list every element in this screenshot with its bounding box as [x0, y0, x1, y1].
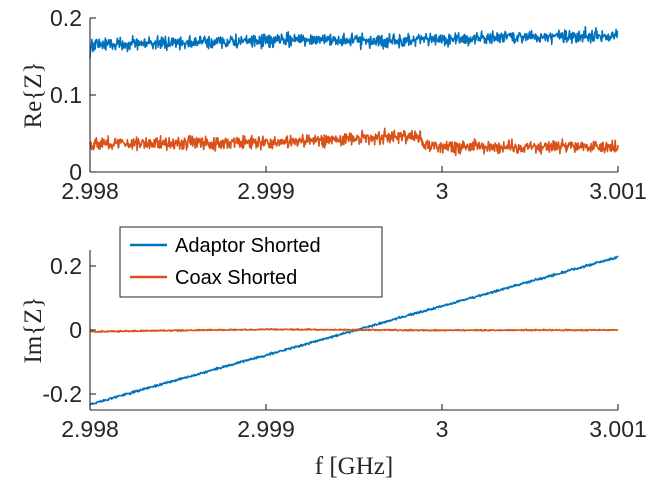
im-z-panel: 2.998 2.999 3 3.001 -0.2 0 0.2 Im{Z} f [GHz] A…	[20, 226, 647, 480]
re-z-x-tick-label: 3.001	[589, 178, 647, 204]
re-z-x-tick-label: 2.999	[237, 178, 295, 204]
im-z-ticks: 2.998 2.999 3 3.001 -0.2 0 0.2	[42, 253, 646, 442]
im-z-y-tick-label: 0.2	[50, 253, 82, 279]
im-z-series-coax-shorted-line	[89, 327, 619, 333]
im-z-x-tick-label: 2.999	[237, 416, 295, 442]
re-z-y-axis-label: Re{Z}	[20, 61, 47, 128]
im-z-series-layer	[89, 255, 619, 406]
re-z-x-tick-label: 3	[436, 178, 449, 204]
legend-label-coax-shorted: Coax Shorted	[175, 267, 297, 289]
re-z-y-tick-label: 0	[69, 159, 82, 185]
re-z-y-tick-label: 0.2	[50, 5, 82, 31]
re-z-panel: 2.998 2.999 3 3.001 0 0.1 0.2 Re{Z}	[20, 5, 647, 204]
im-z-x-tick-label: 2.998	[61, 416, 119, 442]
x-axis-label: f [GHz]	[315, 453, 393, 480]
im-z-y-axis-label: Im{Z}	[20, 296, 47, 363]
im-z-x-tick-label: 3.001	[589, 416, 647, 442]
re-z-series-layer	[89, 26, 619, 157]
re-z-x-tick-label: 2.998	[61, 178, 119, 204]
im-z-x-tick-label: 3	[436, 416, 449, 442]
legend-label-adaptor-shorted: Adaptor Shorted	[175, 235, 321, 257]
legend: Adaptor Shorted Coax Shorted	[119, 226, 383, 298]
re-z-series-0-line	[89, 26, 619, 59]
re-z-ticks: 2.998 2.999 3 3.001 0 0.1 0.2	[50, 5, 647, 204]
re-z-y-tick-label: 0.1	[50, 82, 82, 108]
im-z-y-tick-label: 0	[69, 317, 82, 343]
legend-box	[119, 226, 383, 298]
im-z-y-tick-label: -0.2	[42, 381, 82, 407]
re-z-series-1-line	[89, 127, 619, 157]
